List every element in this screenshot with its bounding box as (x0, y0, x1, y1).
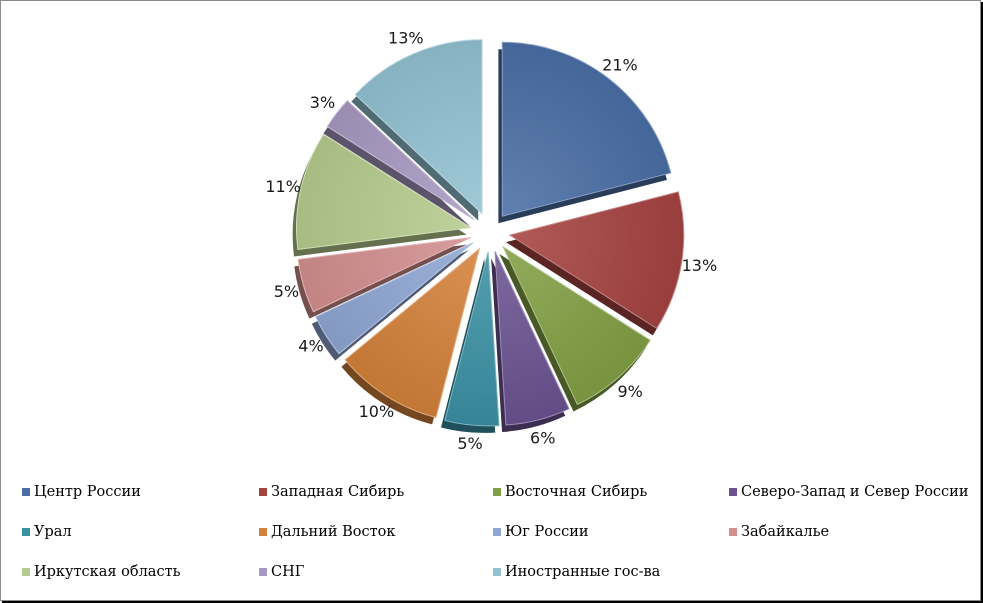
data-label-3: 9% (618, 382, 643, 401)
pie-slice-face (295, 133, 472, 251)
legend-swatch (22, 568, 30, 576)
legend-item-8: Забайкалье (729, 522, 829, 542)
legend-label: Восточная Сибирь (505, 484, 648, 500)
pie-slice-9 (292, 133, 472, 257)
legend-swatch (259, 528, 267, 536)
pie-slice-2 (505, 191, 685, 336)
legend-label: Иркутская область (34, 564, 181, 580)
legend-label: Центр России (34, 484, 141, 500)
data-label-6: 10% (359, 402, 395, 421)
legend-label: Дальний Восток (271, 524, 396, 540)
data-label-8: 5% (274, 282, 299, 301)
pie-slice-6 (341, 247, 481, 425)
pie-slice-face (326, 99, 475, 221)
data-label-2: 13% (682, 256, 718, 275)
legend-label: Иностранные гос-ва (505, 564, 661, 580)
legend-swatch (259, 488, 267, 496)
legend-swatch (729, 528, 737, 536)
pie-slice-10 (323, 99, 475, 227)
data-label-1: 21% (602, 55, 638, 74)
pie-slice-5 (440, 251, 500, 433)
legend-label: Юг России (505, 524, 589, 540)
data-label-9: 11% (265, 177, 301, 196)
pie-slice-4 (491, 251, 570, 433)
legend-item-9: Иркутская область (22, 562, 180, 582)
data-label-10: 3% (310, 93, 335, 112)
legend-swatch (22, 528, 30, 536)
data-label-5: 5% (457, 434, 482, 453)
pie-slice-1 (498, 41, 672, 224)
legend-item-6: Дальний Восток (259, 522, 395, 542)
legend-swatch (259, 568, 267, 576)
pie-slice-face (501, 41, 672, 217)
legend-item-11: Иностранные гос-ва (493, 562, 660, 582)
legend-item-7: Юг России (493, 522, 589, 542)
legend-item-3: Восточная Сибирь (493, 482, 647, 502)
legend: Центр России Западная Сибирь Восточная Сиб… (0, 474, 983, 594)
pie-slice-8 (294, 237, 472, 319)
legend-label: СНГ (271, 564, 305, 580)
legend-item-5: Урал (22, 522, 72, 542)
pie-slice-11 (351, 39, 483, 221)
pie-slice-face (315, 242, 474, 355)
pie-slice-face (354, 39, 483, 215)
data-label-11: 13% (388, 28, 424, 47)
legend-label: Забайкалье (741, 524, 830, 540)
legend-item-2: Западная Сибирь (259, 482, 404, 502)
data-label-7: 4% (298, 337, 323, 356)
legend-swatch (22, 488, 30, 496)
pie-slice-face (344, 247, 481, 419)
pie-slice-face (297, 237, 472, 313)
legend-item-10: СНГ (259, 562, 304, 582)
legend-item-1: Центр России (22, 482, 141, 502)
legend-label: Северо-Запад и Север России (741, 484, 969, 500)
legend-item-4: Северо-Запад и Север России (729, 482, 969, 502)
pie-slice-face (502, 245, 651, 406)
pie-slice-face (494, 251, 570, 426)
pie-slice-7 (311, 242, 474, 361)
legend-swatch (493, 528, 501, 536)
pie-slice-face (508, 191, 685, 330)
pie-chart: 21% 13% 9% 6% 5% 10% 4% 5% 11% 3% 13% (265, 28, 718, 453)
legend-swatch (729, 488, 737, 496)
legend-label: Урал (34, 524, 72, 540)
legend-swatch (493, 488, 501, 496)
pie-slice-3 (499, 245, 651, 412)
legend-swatch (493, 568, 501, 576)
data-label-4: 6% (530, 428, 555, 447)
pie-slice-face (444, 251, 500, 427)
legend-label: Западная Сибирь (271, 484, 405, 500)
